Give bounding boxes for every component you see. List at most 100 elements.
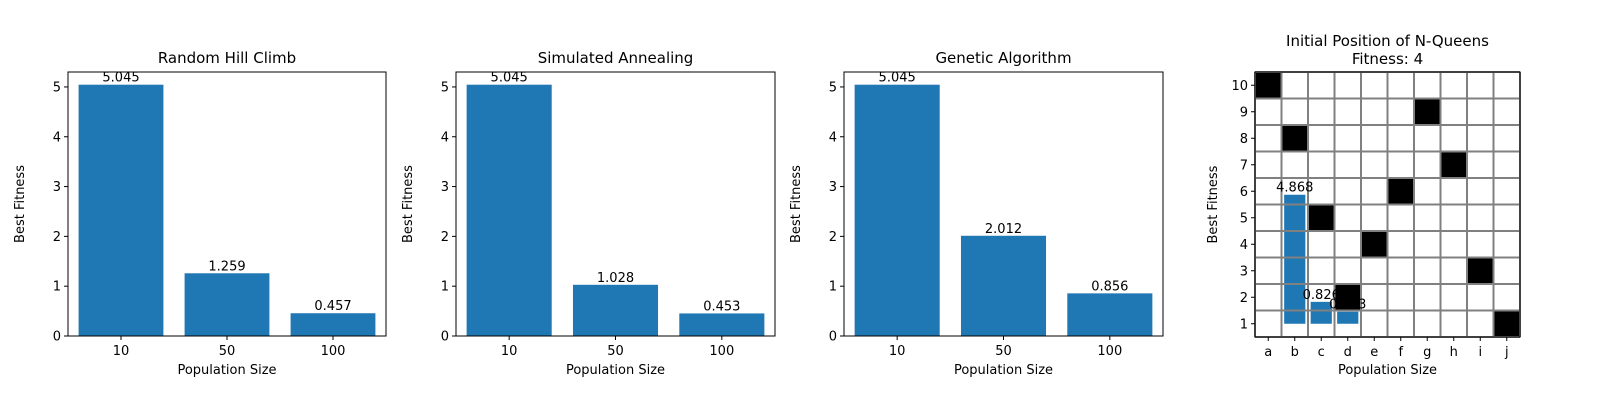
y-tick-label: 6 [1240, 185, 1248, 200]
x-tick-label: a [1264, 345, 1272, 360]
chart-title: Random Hill Climb [158, 49, 296, 67]
overlay-bar-label: 4.868 [1276, 181, 1313, 196]
x-tick-label: g [1423, 345, 1431, 360]
overlay-bar-label: 0.453 [1329, 298, 1366, 313]
x-tick-label: 10 [501, 344, 518, 359]
chart-title: Initial Position of N-Queens [1286, 32, 1489, 50]
y-tick-label: 3 [1240, 264, 1248, 279]
y-tick-label: 1 [1240, 317, 1248, 332]
x-tick-label: e [1370, 345, 1378, 360]
chart-title: Genetic Algorithm [935, 49, 1071, 67]
x-axis-label: Population Size [1338, 363, 1437, 378]
queen-cell [1387, 178, 1414, 205]
axes-frame [1254, 71, 1521, 338]
bar [1067, 293, 1153, 336]
queen-cell [1308, 204, 1335, 231]
x-tick-label: 100 [709, 344, 734, 359]
x-tick-label: 50 [995, 344, 1012, 359]
x-tick-label: 10 [113, 344, 130, 359]
bar-value-label: 5.045 [879, 71, 916, 86]
bar [466, 84, 552, 336]
y-tick-label: 5 [829, 80, 837, 95]
y-tick-label: 2 [53, 230, 61, 245]
bar-chart-panel: 5.045 1.028 0.453 0 1 2 3 4 5 10 50 100 Simulated An… [401, 49, 776, 378]
y-tick-label: 1 [441, 280, 449, 295]
x-tick-label: d [1344, 345, 1352, 360]
y-tick-label: 1 [829, 280, 837, 295]
bar-value-label: 0.856 [1091, 279, 1128, 294]
y-tick-label: 2 [441, 230, 449, 245]
y-tick-label: 2 [1240, 291, 1248, 306]
y-tick-label: 8 [1240, 132, 1248, 147]
x-axis-label: Population Size [566, 363, 665, 378]
y-axis-label: Best Fitness [1206, 165, 1221, 243]
bar [78, 84, 164, 336]
queen-cell [1467, 257, 1494, 284]
y-tick-label: 4 [829, 130, 837, 145]
y-tick-label: 5 [1240, 211, 1248, 226]
x-tick-label: j [1504, 345, 1509, 360]
bar-value-label: 0.457 [314, 299, 351, 314]
y-tick-label: 5 [441, 80, 449, 95]
y-axis-label: Best Fitness [789, 165, 804, 243]
y-tick-label: 10 [1231, 79, 1248, 94]
x-tick-label: b [1291, 345, 1299, 360]
y-tick-label: 7 [1240, 158, 1248, 173]
bar-value-label: 2.012 [985, 222, 1022, 237]
queen-cell [1414, 98, 1441, 125]
x-axis-label: Population Size [177, 363, 276, 378]
y-tick-label: 3 [441, 180, 449, 195]
y-tick-label: 5 [53, 80, 61, 95]
overlay-bar [1284, 194, 1306, 324]
overlay-bar [1337, 311, 1359, 324]
y-axis-label: Best Fitness [401, 165, 416, 243]
y-tick-label: 9 [1240, 105, 1248, 120]
bar [960, 235, 1047, 336]
bar-value-label: 1.028 [597, 271, 634, 286]
queen-cell [1281, 125, 1308, 152]
bar-value-label: 5.045 [102, 71, 139, 86]
queen-cell [1255, 72, 1282, 99]
y-tick-label: 3 [53, 180, 61, 195]
y-tick-label: 2 [829, 230, 837, 245]
bar [290, 313, 376, 336]
x-tick-label: 50 [219, 344, 236, 359]
bar-chart-panel: 5.045 1.259 0.457 0 1 2 3 4 5 10 50 100 Random Hill … [13, 49, 387, 378]
bar [184, 273, 270, 336]
x-tick-label: c [1318, 345, 1325, 360]
y-tick-label: 4 [53, 130, 61, 145]
queen-cell [1334, 284, 1361, 311]
y-tick-label: 4 [1240, 238, 1248, 253]
queen-cell [1440, 151, 1467, 178]
y-tick-label: 0 [53, 330, 61, 345]
x-tick-label: 100 [1097, 344, 1122, 359]
queen-cell [1493, 310, 1520, 337]
bar-value-label: 5.045 [491, 71, 528, 86]
y-tick-label: 4 [441, 130, 449, 145]
x-tick-label: h [1450, 345, 1458, 360]
x-tick-label: f [1398, 345, 1403, 360]
bar [679, 313, 765, 336]
y-tick-label: 3 [829, 180, 837, 195]
bar-chart-panel: 5.045 2.012 0.856 0 1 2 3 4 5 10 50 100 Genetic Algo… [789, 49, 1164, 378]
bar [572, 284, 659, 336]
y-axis-label: Best Fitness [13, 165, 28, 243]
overlay-bar [1310, 301, 1332, 324]
bar [854, 84, 940, 336]
chart-title: Simulated Annealing [538, 49, 694, 67]
queen-cell [1361, 231, 1388, 258]
overlay-bar-label: 0.826 [1303, 288, 1340, 303]
chart-subtitle: Fitness: 4 [1352, 50, 1423, 68]
y-tick-label: 0 [441, 330, 449, 345]
y-tick-label: 0 [829, 330, 837, 345]
bar-value-label: 1.259 [208, 259, 245, 274]
x-axis-label: Population Size [954, 363, 1053, 378]
x-tick-label: i [1478, 345, 1482, 360]
x-tick-label: 50 [607, 344, 624, 359]
x-tick-label: 10 [889, 344, 906, 359]
bar-value-label: 0.453 [703, 299, 740, 314]
y-tick-label: 1 [53, 280, 61, 295]
x-tick-label: 100 [321, 344, 346, 359]
